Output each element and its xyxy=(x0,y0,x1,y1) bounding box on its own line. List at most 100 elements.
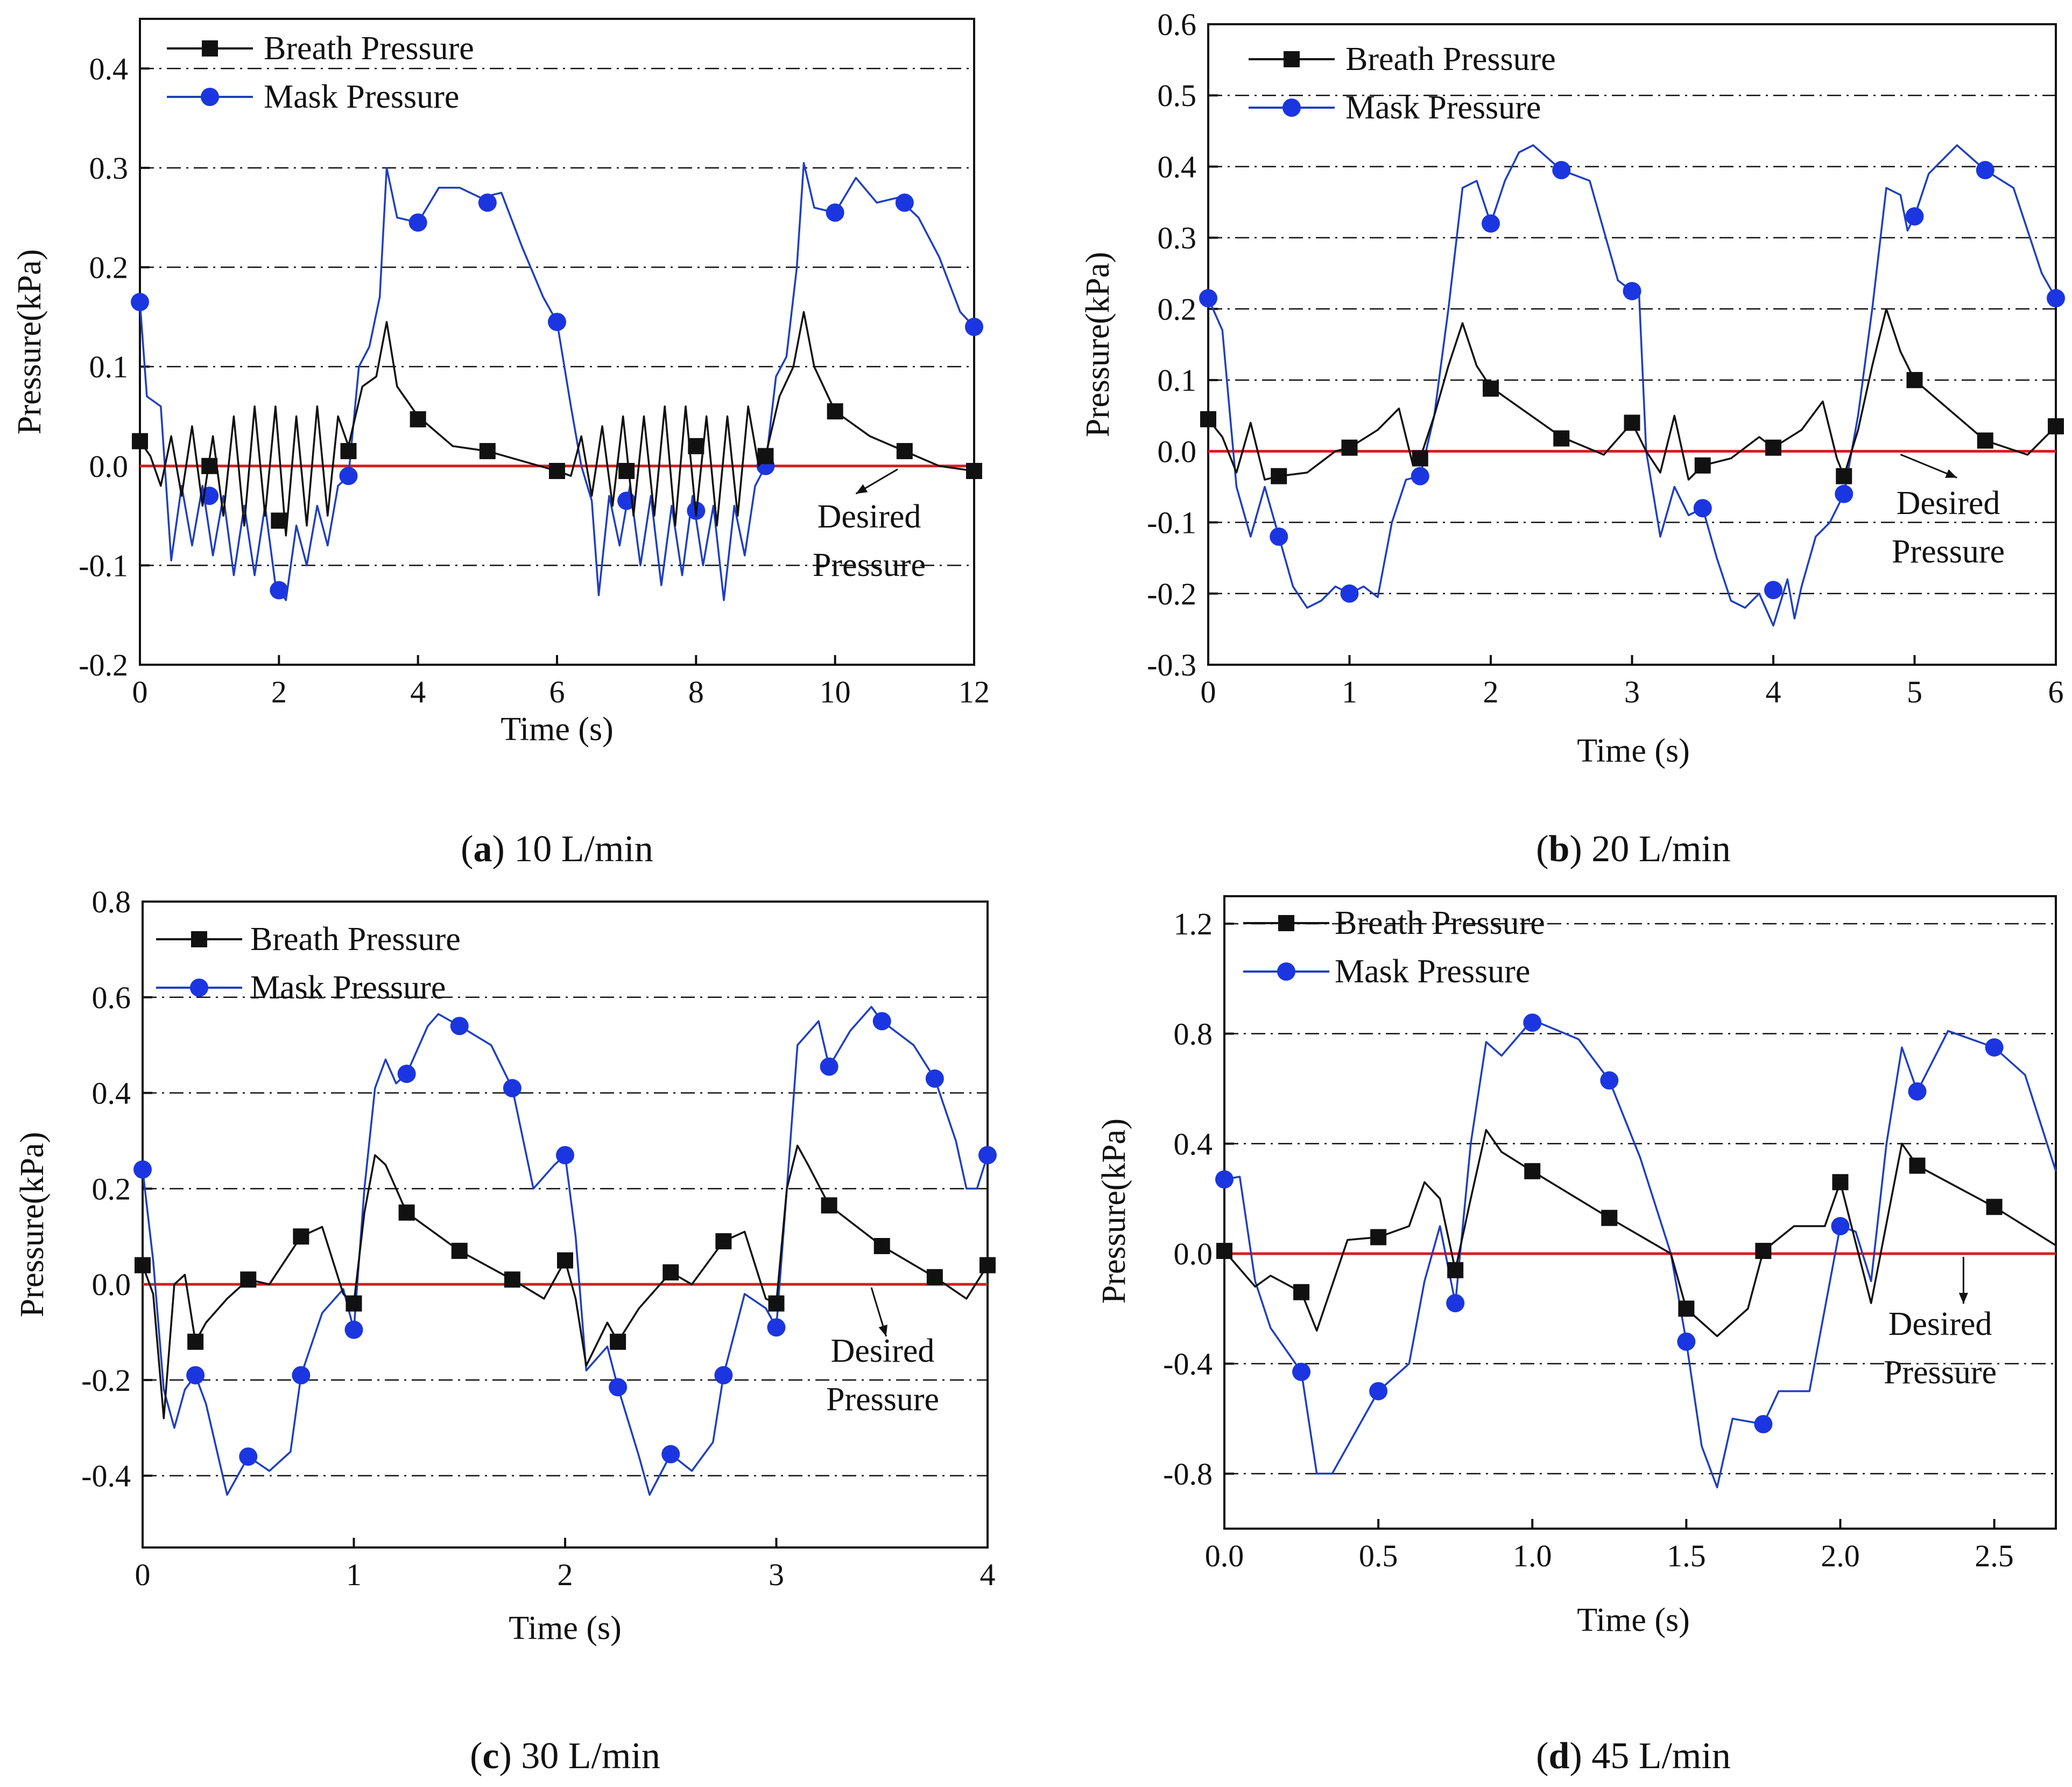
caption-text-c: 30 L/min xyxy=(512,1735,660,1777)
mask-marker-a-5 xyxy=(478,193,497,212)
legend-d: Breath Pressure Mask Pressure xyxy=(1243,905,1545,990)
y-tick-label-b-6: 0.3 xyxy=(1158,221,1197,256)
mask-marker-a-11 xyxy=(895,193,914,212)
breath-marker-d-1 xyxy=(1293,1284,1310,1300)
legend-mask-marker-c xyxy=(190,979,208,997)
y-tick-label-d-0: -0.8 xyxy=(1163,1457,1213,1491)
x-tick-label-d-2: 1.0 xyxy=(1513,1538,1552,1573)
y-axis-label-d: Pressure(kPa) xyxy=(1096,1118,1132,1304)
legend-mask-marker-a xyxy=(201,88,219,106)
caption-letter-c: c xyxy=(482,1735,499,1777)
y-tick-label-b-1: -0.2 xyxy=(1147,576,1196,611)
mask-marker-b-3 xyxy=(1411,467,1429,486)
y-tick-label-b-0: -0.3 xyxy=(1147,648,1196,683)
legend-breath-label-a: Breath Pressure xyxy=(264,30,474,67)
mask-marker-a-10 xyxy=(826,203,844,222)
plot-area-b xyxy=(1199,144,2065,627)
caption-text-b: 20 L/min xyxy=(1582,828,1731,870)
breath-marker-c-8 xyxy=(557,1252,573,1269)
breath-marker-c-11 xyxy=(715,1233,732,1250)
mask-marker-b-4 xyxy=(1482,214,1500,233)
caption-d: (d) 45 L/min xyxy=(1536,1735,1731,1777)
caption-b: (b) 20 L/min xyxy=(1536,828,1731,870)
breath-marker-a-3 xyxy=(340,443,357,460)
legend-mask-label-b: Mask Pressure xyxy=(1345,89,1541,126)
x-tick-label-b-6: 6 xyxy=(2048,674,2064,709)
plot-area-d xyxy=(1215,1014,2057,1489)
mask-marker-d-7 xyxy=(1754,1415,1773,1433)
x-tick-label-c-2: 2 xyxy=(558,1557,573,1592)
y-tick-label-d-5: 1.2 xyxy=(1174,906,1213,941)
breath-marker-c-6 xyxy=(451,1242,468,1259)
y-tick-label-c-2: 0.0 xyxy=(92,1267,131,1302)
caption-text-a: 10 L/min xyxy=(505,828,653,870)
mask-marker-b-7 xyxy=(1693,499,1712,518)
x-axis-label-a: Time (s) xyxy=(501,711,614,748)
annotation-desired-d: Desired xyxy=(1888,1306,1992,1342)
legend-breath-marker-c xyxy=(191,931,207,947)
breath-marker-a-5 xyxy=(479,443,496,460)
legend-c: Breath Pressure Mask Pressure xyxy=(156,921,461,1006)
mask-marker-b-8 xyxy=(1764,581,1782,600)
legend-mask-label-a: Mask Pressure xyxy=(264,79,459,115)
legend-mask-marker-d xyxy=(1277,962,1295,981)
y-tick-label-c-4: 0.4 xyxy=(92,1076,131,1111)
plot-area-c xyxy=(133,1005,997,1496)
breath-marker-c-2 xyxy=(240,1271,257,1288)
x-tick-label-a-4: 8 xyxy=(688,674,704,709)
mask-marker-c-14 xyxy=(872,1012,891,1031)
y-tick-label-a-6: 0.4 xyxy=(89,51,129,86)
y-tick-label-a-5: 0.3 xyxy=(89,151,129,186)
annotation-arrowhead-c xyxy=(878,1324,887,1336)
y-tick-label-c-3: 0.2 xyxy=(92,1171,131,1206)
mask-marker-b-12 xyxy=(2047,289,2065,308)
y-tick-label-a-1: -0.1 xyxy=(79,548,128,583)
breath-marker-d-2 xyxy=(1370,1229,1387,1246)
breath-marker-d-6 xyxy=(1678,1300,1695,1317)
mask-marker-d-5 xyxy=(1600,1071,1619,1090)
breath-marker-b-1 xyxy=(1271,468,1287,484)
caption-a: (a) 10 L/min xyxy=(461,828,653,870)
panel-b: 0 1 2 3 4 5 6 -0.3 -0.2 -0.1 0.0 0.1 0.2 0.3 0.4 0.5 0.6… xyxy=(1080,7,2065,870)
breath-marker-d-0 xyxy=(1216,1243,1232,1260)
y-tick-label-b-4: 0.1 xyxy=(1158,363,1197,398)
breath-marker-d-4 xyxy=(1524,1163,1541,1179)
annotation-pressure-c: Pressure xyxy=(826,1381,939,1418)
mask-marker-d-0 xyxy=(1215,1170,1234,1189)
breath-marker-c-5 xyxy=(398,1204,415,1221)
breath-marker-d-5 xyxy=(1601,1209,1618,1226)
y-tick-label-b-7: 0.4 xyxy=(1158,149,1197,184)
y-tick-label-c-6: 0.8 xyxy=(92,884,131,919)
mask-marker-d-9 xyxy=(1908,1082,1927,1101)
mask-marker-c-7 xyxy=(503,1079,521,1097)
ticks-c: 0 1 2 3 4 -0.4 -0.2 0.0 0.2 0.4 0.6 0.8 xyxy=(81,884,995,1592)
breath-marker-b-8 xyxy=(1765,439,1781,456)
breath-marker-b-9 xyxy=(1836,468,1852,484)
breath-marker-c-12 xyxy=(768,1295,785,1312)
panel-d: 0.0 0.5 1.0 1.5 2.0 2.5 -0.8 -0.4 0.0 0.4 0.8 1.2 T… xyxy=(1096,895,2057,1777)
legend-b: Breath Pressure Mask Pressure xyxy=(1249,41,1556,126)
mask-marker-c-0 xyxy=(133,1160,152,1179)
legend-mask-label-c: Mask Pressure xyxy=(250,969,446,1006)
panel-c: 0 1 2 3 4 -0.4 -0.2 0.0 0.2 0.4 0.6 0.8 Time (s) Pr… xyxy=(14,884,997,1777)
y-tick-label-a-2: 0.0 xyxy=(89,449,129,484)
x-tick-label-c-3: 3 xyxy=(769,1557,784,1592)
x-tick-label-c-0: 0 xyxy=(135,1557,151,1592)
mask-marker-b-1 xyxy=(1270,527,1288,546)
legend-breath-label-c: Breath Pressure xyxy=(250,921,461,958)
mask-marker-a-12 xyxy=(965,318,983,336)
breath-marker-c-13 xyxy=(821,1197,837,1214)
mask-marker-c-2 xyxy=(239,1447,258,1466)
breath-marker-a-4 xyxy=(410,411,426,427)
annotation-desired-b: Desired xyxy=(1897,485,2000,522)
x-tick-label-c-4: 4 xyxy=(980,1557,996,1592)
breath-marker-a-12 xyxy=(966,463,982,479)
y-tick-label-b-3: 0.0 xyxy=(1158,434,1197,469)
breath-pressure-line-c xyxy=(142,1144,989,1419)
mask-marker-d-3 xyxy=(1446,1294,1465,1313)
x-tick-label-b-0: 0 xyxy=(1201,674,1216,709)
mask-marker-a-2 xyxy=(270,581,288,600)
y-tick-label-d-1: -0.4 xyxy=(1163,1346,1213,1381)
mask-marker-b-2 xyxy=(1340,584,1359,603)
